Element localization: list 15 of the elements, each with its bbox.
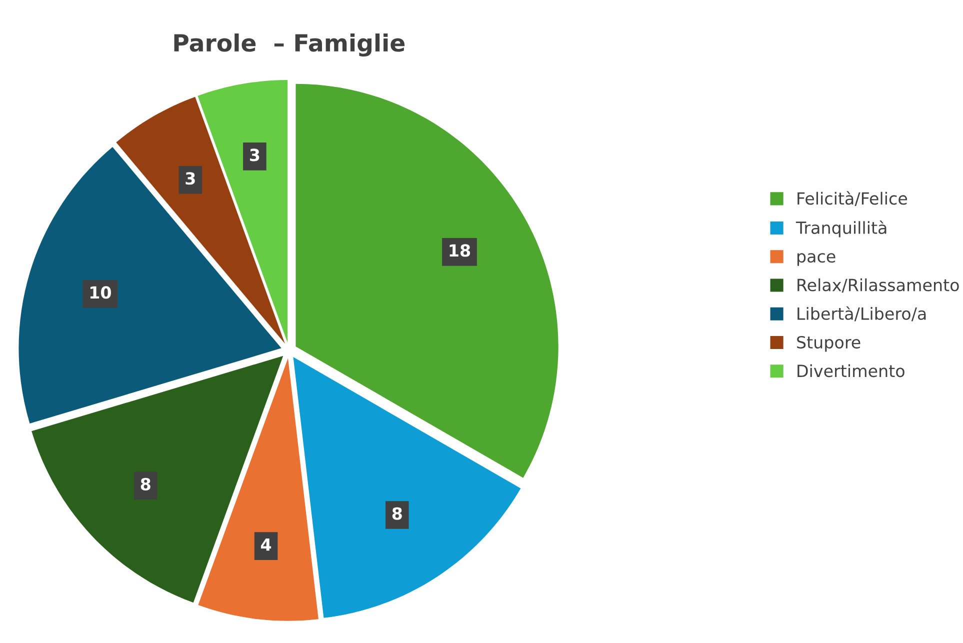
data-label: 3 (250, 148, 260, 162)
legend-label: pace (797, 253, 836, 266)
data-label: 10 (90, 286, 111, 299)
chart-title: Parole – Famiglie (174, 33, 405, 57)
legend-label: Libertà/Libero/a (798, 306, 926, 322)
data-label: 4 (260, 538, 272, 551)
legend-label: Tranquillità (796, 220, 886, 238)
data-label: 18 (450, 244, 470, 257)
data-label: 8 (392, 507, 402, 520)
legend-label: Stupore (797, 336, 860, 352)
legend-label: Felicità/Felice (798, 191, 908, 206)
legend-label: Divertimento (798, 364, 904, 378)
data-label: 3 (186, 172, 195, 185)
data-label: 8 (140, 478, 150, 490)
legend-label: Relax/Rilassamento (798, 278, 959, 293)
